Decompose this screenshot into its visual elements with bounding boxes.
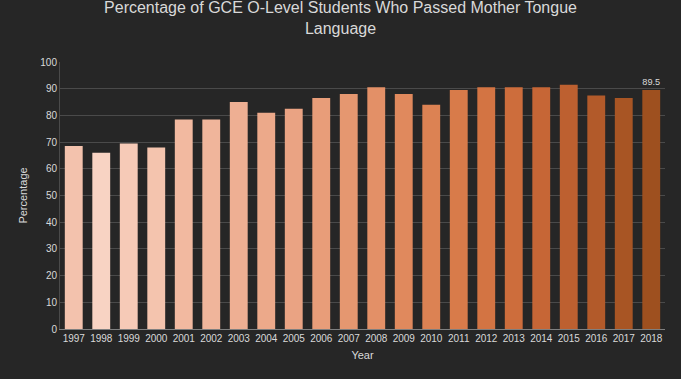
svg-text:2003: 2003 <box>228 333 251 344</box>
svg-text:1998: 1998 <box>90 333 113 344</box>
svg-text:1997: 1997 <box>63 333 86 344</box>
svg-text:2014: 2014 <box>530 333 553 344</box>
svg-text:89.5: 89.5 <box>642 77 660 87</box>
svg-text:2008: 2008 <box>365 333 388 344</box>
svg-text:2011: 2011 <box>448 333 470 344</box>
svg-text:2012: 2012 <box>475 333 498 344</box>
svg-text:2017: 2017 <box>613 333 636 344</box>
svg-text:2007: 2007 <box>338 333 361 344</box>
svg-text:Year: Year <box>351 349 374 361</box>
svg-text:2013: 2013 <box>503 333 526 344</box>
svg-text:2005: 2005 <box>283 333 306 344</box>
svg-text:90: 90 <box>46 83 58 94</box>
svg-text:60: 60 <box>46 163 58 174</box>
svg-text:50: 50 <box>46 190 58 201</box>
svg-text:2004: 2004 <box>255 333 278 344</box>
svg-text:2000: 2000 <box>145 333 168 344</box>
svg-text:10: 10 <box>46 297 58 308</box>
svg-text:2006: 2006 <box>310 333 333 344</box>
svg-text:80: 80 <box>46 110 58 121</box>
svg-text:Percentage: Percentage <box>17 167 29 223</box>
svg-text:20: 20 <box>46 270 58 281</box>
svg-text:100: 100 <box>40 57 57 68</box>
svg-text:2009: 2009 <box>393 333 416 344</box>
svg-text:70: 70 <box>46 137 58 148</box>
svg-text:2015: 2015 <box>558 333 581 344</box>
svg-text:1999: 1999 <box>118 333 141 344</box>
svg-text:40: 40 <box>46 217 58 228</box>
svg-text:0: 0 <box>51 324 57 335</box>
svg-text:2010: 2010 <box>420 333 443 344</box>
svg-text:2002: 2002 <box>200 333 223 344</box>
svg-text:2016: 2016 <box>585 333 608 344</box>
svg-text:2001: 2001 <box>173 333 196 344</box>
svg-text:Percentage of GCE O-Level Stud: Percentage of GCE O-Level Students Who P… <box>104 0 577 37</box>
svg-text:30: 30 <box>46 243 58 254</box>
svg-text:2018: 2018 <box>640 333 663 344</box>
